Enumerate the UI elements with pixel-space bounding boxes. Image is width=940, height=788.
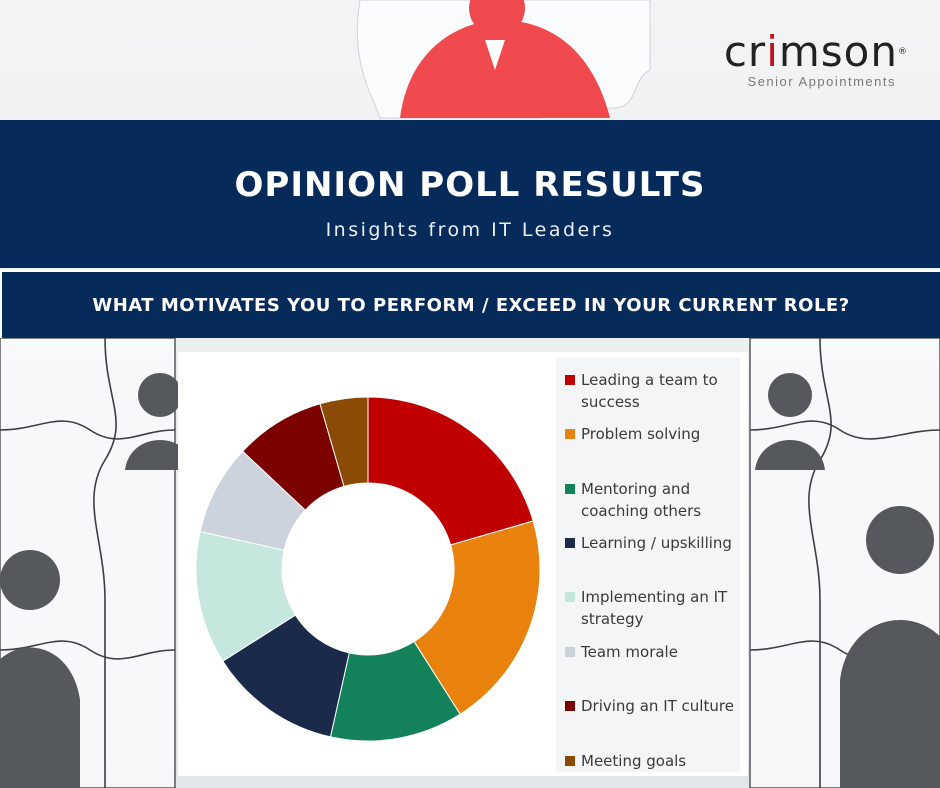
question-text: WHAT MOTIVATES YOU TO PERFORM / EXCEED I… (92, 294, 850, 316)
question-bar: WHAT MOTIVATES YOU TO PERFORM / EXCEED I… (0, 270, 940, 338)
donut-slice-problem-solving (413, 520, 541, 715)
legend-label: Learning / upskilling (581, 534, 732, 552)
chart-legend: Leading a team to success Problem solving… (556, 358, 740, 772)
legend-swatch (565, 592, 575, 602)
legend-item: Mentoring and coaching others (565, 478, 741, 522)
page-title: OPINION POLL RESULTS (234, 165, 706, 205)
logo-tagline: Senior Appointments (747, 74, 896, 89)
donut-slice-meeting-goals (319, 396, 369, 488)
legend-label: Meeting goals (581, 752, 687, 770)
logo-wordmark: crimson® (723, 27, 908, 76)
legend-swatch (565, 756, 575, 766)
legend-item: Team morale (565, 641, 741, 663)
legend-swatch (565, 375, 575, 385)
legend-item: Implementing an IT strategy (565, 586, 741, 630)
legend-label: Team morale (581, 643, 678, 661)
legend-swatch (565, 647, 575, 657)
donut-slice-leading-a-team-to-success (367, 396, 534, 546)
legend-item: Driving an IT culture (565, 695, 741, 717)
legend-label: Implementing an IT strategy (581, 588, 728, 628)
legend-label: Leading a team to success (581, 371, 718, 411)
legend-label: Driving an IT culture (581, 697, 734, 715)
legend-swatch (565, 538, 575, 548)
donut-chart-card: Leading a team to success Problem solving… (178, 352, 748, 776)
legend-item: Meeting goals (565, 750, 741, 772)
legend-label: Mentoring and coaching others (581, 480, 702, 520)
crimson-logo: crimson® Senior Appointments (708, 27, 908, 90)
page-subtitle: Insights from IT Leaders (325, 219, 615, 241)
legend-item: Learning / upskilling (565, 532, 741, 554)
legend-swatch (565, 484, 575, 494)
donut-chart (195, 396, 541, 742)
legend-item: Problem solving (565, 423, 741, 445)
title-banner: OPINION POLL RESULTS Insights from IT Le… (0, 120, 940, 268)
legend-swatch (565, 429, 575, 439)
legend-item: Leading a team to success (565, 369, 741, 413)
legend-label: Problem solving (581, 425, 701, 443)
legend-swatch (565, 701, 575, 711)
